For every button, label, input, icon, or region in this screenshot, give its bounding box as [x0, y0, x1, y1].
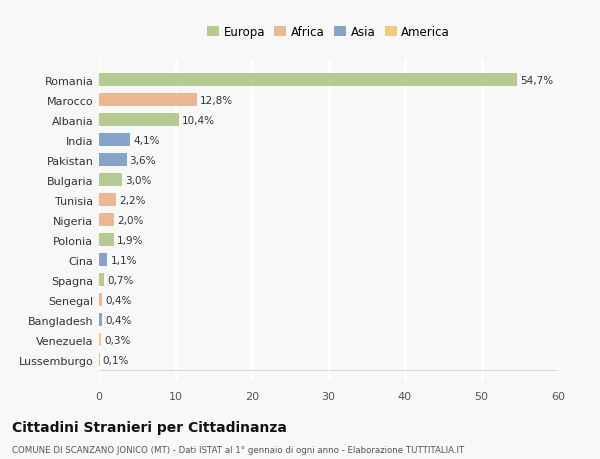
Text: 4,1%: 4,1% [133, 135, 160, 146]
Text: 1,9%: 1,9% [116, 235, 143, 245]
Bar [99, 194, 116, 207]
Text: 2,0%: 2,0% [118, 215, 144, 225]
Legend: Europa, Africa, Asia, America: Europa, Africa, Asia, America [205, 24, 452, 41]
Text: COMUNE DI SCANZANO JONICO (MT) - Dati ISTAT al 1° gennaio di ogni anno - Elabora: COMUNE DI SCANZANO JONICO (MT) - Dati IS… [12, 445, 464, 454]
Bar [99, 114, 179, 127]
Bar [99, 154, 127, 167]
Text: Cittadini Stranieri per Cittadinanza: Cittadini Stranieri per Cittadinanza [12, 420, 287, 434]
Bar [99, 334, 101, 347]
Text: 3,0%: 3,0% [125, 175, 151, 185]
Text: 0,3%: 0,3% [104, 335, 131, 345]
Text: 1,1%: 1,1% [110, 255, 137, 265]
Bar [99, 134, 130, 147]
Bar [99, 94, 197, 107]
Text: 0,7%: 0,7% [107, 275, 134, 285]
Text: 54,7%: 54,7% [521, 76, 554, 86]
Text: 3,6%: 3,6% [130, 156, 156, 166]
Text: 12,8%: 12,8% [200, 96, 233, 106]
Bar [99, 254, 107, 267]
Bar [99, 214, 114, 227]
Text: 0,4%: 0,4% [105, 295, 131, 305]
Text: 0,1%: 0,1% [103, 355, 129, 365]
Bar [99, 313, 102, 326]
Text: 0,4%: 0,4% [105, 315, 131, 325]
Bar [99, 234, 113, 247]
Bar [99, 74, 517, 87]
Bar [99, 294, 102, 307]
Text: 10,4%: 10,4% [182, 116, 215, 126]
Bar [99, 174, 122, 187]
Bar [99, 353, 100, 366]
Bar [99, 274, 104, 286]
Text: 2,2%: 2,2% [119, 196, 145, 205]
